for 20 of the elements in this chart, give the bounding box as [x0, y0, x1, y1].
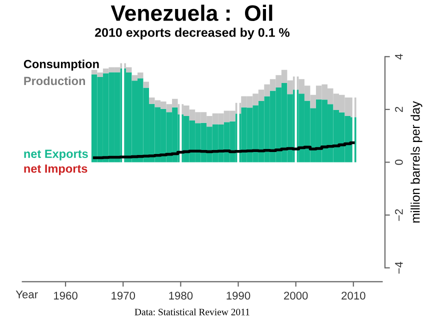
y-tick-label: −4 — [395, 262, 403, 274]
series-label: Production — [24, 76, 85, 86]
text: Data: Statistical Review 2011 — [134, 308, 250, 316]
x-tick-label: 1990 — [226, 292, 250, 300]
x-tick-label: 2000 — [284, 292, 308, 300]
y-axis-title: million barrels per day — [410, 101, 422, 223]
x-tick-label: 1980 — [169, 292, 193, 300]
series-label: net Exports — [24, 150, 88, 160]
chart-title: Venezuela : Oil — [110, 4, 272, 22]
x-tick-label: 2010 — [342, 292, 366, 300]
y-tick-label: 4 — [395, 54, 403, 60]
legend-label: net Imports — [24, 164, 88, 176]
text: Consumption — [24, 60, 99, 71]
x-tick-label: 1960 — [54, 292, 78, 300]
x-tick-label: 1970 — [112, 292, 136, 300]
y-tick-label: 2 — [394, 106, 403, 112]
y-tick-label: −2 — [394, 209, 403, 221]
y-tick-label: 0 — [394, 160, 403, 165]
chart-subtitle: 2010 exports decreased by 0.1 % — [95, 28, 290, 40]
x-axis-title: Year — [16, 290, 38, 298]
